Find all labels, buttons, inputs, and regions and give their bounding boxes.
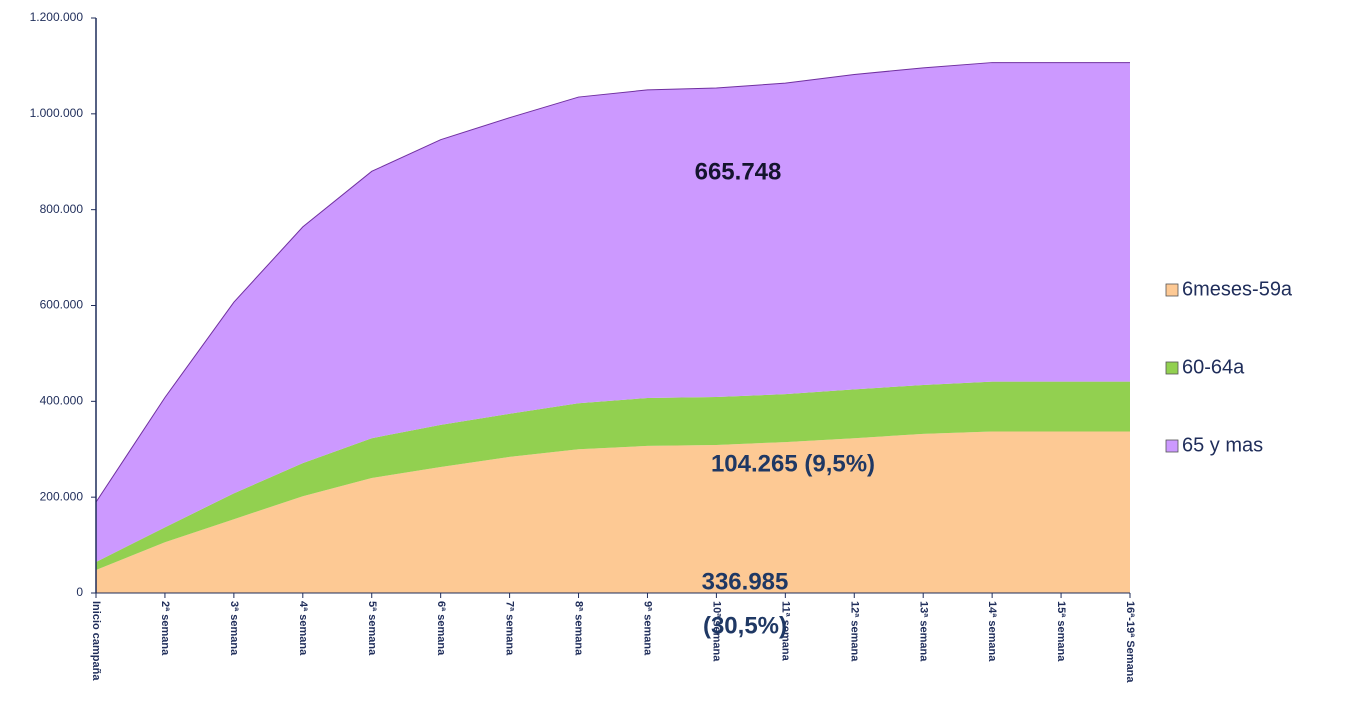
x-tick-label: 7ª semana: [504, 601, 516, 656]
x-tick-label: 3ª semana: [228, 601, 240, 656]
legend-label: 65 y mas: [1182, 434, 1263, 456]
y-tick-label: 600.000: [40, 298, 84, 312]
area-top-edge: [95, 62, 1130, 503]
area: [96, 381, 1130, 570]
annotation: 104.265 (9,5%): [711, 450, 875, 477]
x-tick-label: 2ª semana: [159, 601, 171, 656]
x-tick-label: 13ª semana: [917, 601, 929, 662]
y-tick-label: 1.200.000: [30, 10, 84, 24]
legend-label: 6meses-59a: [1182, 278, 1293, 300]
y-tick-label: 0: [76, 585, 83, 599]
x-tick-label: 15ª semana: [1055, 601, 1067, 662]
legend-swatch: [1165, 361, 1179, 375]
y-tick-label: 400.000: [40, 394, 84, 408]
x-tick-label: 4ª semana: [297, 601, 309, 656]
annotation: 665.748: [695, 158, 782, 185]
x-tick-label: 12ª semana: [848, 601, 860, 662]
legend-label: 60-64a: [1182, 356, 1245, 378]
annotation: 336.985: [702, 568, 789, 595]
y-tick-label: 1.000.000: [30, 106, 84, 120]
x-tick-label: 10ª semana: [710, 601, 722, 662]
x-tick-label: 11ª semana: [779, 601, 791, 662]
annotation: (30,5%): [703, 612, 787, 639]
x-tick-label: 5ª semana: [366, 601, 378, 656]
area: [96, 431, 1130, 593]
x-tick-label: 9ª semana: [642, 601, 654, 656]
area: [96, 62, 1130, 562]
x-tick-label: Inicio campaña: [90, 601, 102, 681]
legend-swatch: [1165, 283, 1179, 297]
x-tick-label: 8ª semana: [573, 601, 585, 656]
y-tick-label: 200.000: [40, 489, 84, 503]
x-tick-label: 16ª-19ª Semana: [1124, 601, 1136, 683]
legend-swatch: [1165, 439, 1179, 453]
x-tick-label: 6ª semana: [435, 601, 447, 656]
x-tick-label: 14ª semana: [986, 601, 998, 662]
y-tick-label: 800.000: [40, 202, 84, 216]
